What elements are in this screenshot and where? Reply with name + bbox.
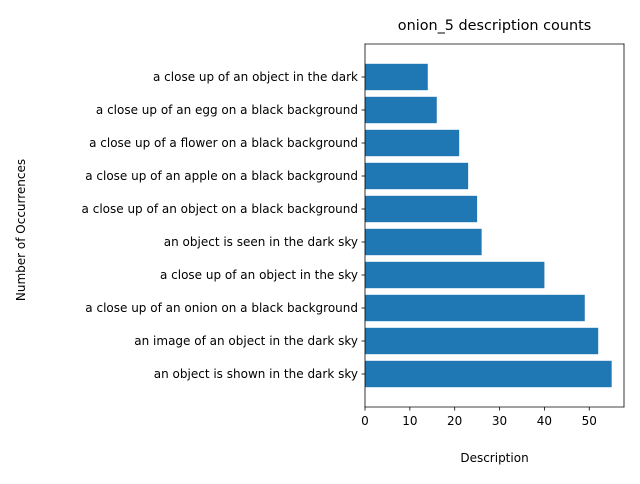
axes-layer xyxy=(364,43,625,408)
x-axis-label: Description xyxy=(460,451,528,465)
y-tick-label: an image of an object in the dark sky xyxy=(134,334,358,348)
y-tick-label: a close up of a flower on a black backgr… xyxy=(89,136,358,150)
bar xyxy=(365,294,585,322)
y-tick-label: a close up of an object on a black backg… xyxy=(82,202,358,216)
x-tick-label: 0 xyxy=(361,414,369,428)
x-tick-label: 20 xyxy=(447,414,462,428)
x-ticks-layer: 0 10 20 30 40 50 xyxy=(361,407,597,428)
y-tick-label: a close up of an object in the dark xyxy=(153,70,358,84)
y-tick-label: an object is seen in the dark sky xyxy=(164,235,358,249)
bar xyxy=(365,327,599,355)
y-axis-label: Number of Occurrences xyxy=(14,159,28,301)
y-tick-label: a close up of an apple on a black backgr… xyxy=(85,169,358,183)
bars-layer xyxy=(365,63,612,388)
y-tick-label: a close up of an onion on a black backgr… xyxy=(85,301,358,315)
bar xyxy=(365,360,612,388)
bar xyxy=(365,96,437,124)
bar xyxy=(365,195,478,223)
bar xyxy=(365,129,460,157)
bar xyxy=(365,261,545,289)
x-tick-label: 50 xyxy=(582,414,597,428)
chart-title: onion_5 description counts xyxy=(398,18,591,34)
bar xyxy=(365,63,428,91)
x-tick-label: 40 xyxy=(537,414,552,428)
x-tick-label: 30 xyxy=(492,414,507,428)
y-tick-label: an object is shown in the dark sky xyxy=(154,367,358,381)
bar xyxy=(365,228,482,256)
bar xyxy=(365,162,469,190)
x-tick-label: 10 xyxy=(402,414,417,428)
y-tick-label: a close up of an object in the sky xyxy=(160,268,358,282)
y-ticks-layer: an object is shown in the dark sky an ima… xyxy=(82,70,365,381)
y-tick-label: a close up of an egg on a black backgrou… xyxy=(96,103,358,117)
